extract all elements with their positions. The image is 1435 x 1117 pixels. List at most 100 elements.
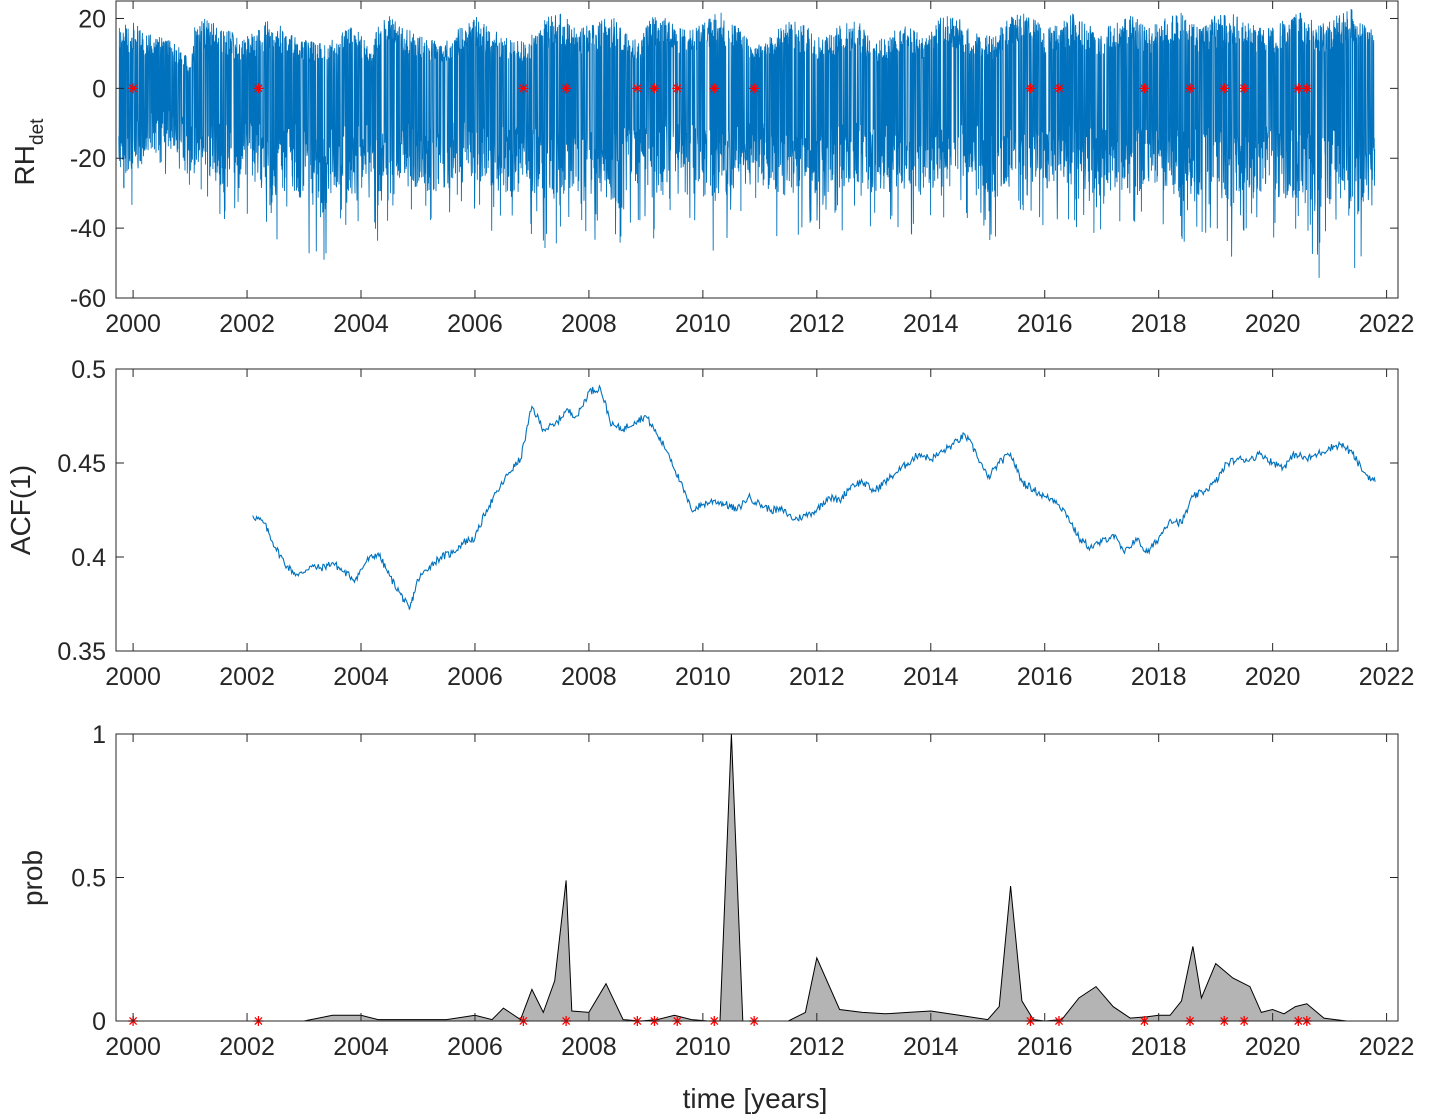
x-tick-label: 2002 [219, 310, 275, 338]
marker-stroke [1054, 84, 1064, 93]
event-marker [1239, 83, 1250, 94]
y-tick-label: -60 [70, 285, 106, 313]
panel-prob: 2000 2002 2004 2006 2008 2010 2012 2014 2016 2018… [17, 721, 1414, 1114]
marker-stroke [650, 84, 659, 93]
event-marker [709, 83, 720, 94]
event-marker [1293, 83, 1304, 94]
event-marker [518, 83, 529, 94]
marker-stroke [1140, 84, 1149, 93]
x-tick-label: 2020 [1245, 310, 1301, 338]
x-tick-label: 2018 [1131, 310, 1187, 338]
marker-stroke [254, 84, 263, 93]
marker-stroke [1240, 84, 1249, 93]
rh-event-markers [128, 83, 1312, 94]
rh-ylabel: RHdet [9, 118, 48, 186]
x-tick-label: 2000 [105, 310, 161, 338]
y-tick-label: 1 [92, 721, 106, 749]
marker-stroke [519, 84, 528, 93]
acf-y-ticks: 0.5 0.45 0.4 0.35 [57, 356, 1398, 666]
prob-ylabel: prob [17, 850, 48, 906]
y-tick-label: 0.35 [57, 638, 106, 666]
x-tick-label: 2016 [1017, 663, 1073, 691]
x-tick-label: 2014 [903, 663, 959, 691]
event-marker [632, 83, 643, 94]
y-tick-label: 0.5 [71, 865, 106, 893]
y-tick-label: 0.5 [71, 356, 106, 384]
axes-box-acf [115, 368, 1399, 652]
y-tick-label: 0.4 [71, 544, 106, 572]
x-tick-label: 2020 [1245, 1033, 1301, 1061]
y-tick-label: 0 [92, 1008, 106, 1036]
rh-y-ticks: 20 0 -20 -40 -60 [70, 5, 1398, 313]
x-tick-label: 2022 [1359, 310, 1415, 338]
event-marker [649, 83, 660, 94]
event-marker [672, 83, 683, 94]
marker-stroke [673, 84, 682, 93]
prob-y-ticks: 10.50 [71, 721, 1398, 1036]
x-tick-label: 2004 [333, 310, 389, 338]
x-tick-label: 2010 [675, 1033, 731, 1061]
prob-x-ticks: 2000 2002 2004 2006 2008 2010 2012 2014 2016 2018… [105, 734, 1414, 1061]
x-tick-label: 2000 [105, 663, 161, 691]
axes-box-rh [115, 0, 1399, 299]
acf-x-ticks: 2000 2002 2004 2006 2008 2010 2012 2014 2016 2018… [105, 369, 1414, 691]
x-tick-label: 2000 [105, 1033, 161, 1061]
marker-stroke [1026, 84, 1035, 93]
x-tick-label: 2006 [447, 1033, 503, 1061]
marker-stroke [1294, 84, 1303, 93]
y-tick-label: -40 [70, 215, 106, 243]
event-marker [1053, 83, 1064, 94]
x-tick-label: 2016 [1017, 310, 1073, 338]
event-marker [1025, 83, 1036, 94]
panel-rh-det: 2000 2002 2004 2006 2008 2010 2012 2014 2016 2018… [9, 0, 1414, 338]
x-tick-label: 2016 [1017, 1033, 1073, 1061]
x-tick-label: 2006 [447, 663, 503, 691]
x-tick-label: 2012 [789, 310, 845, 338]
plot-area-prob [116, 734, 1398, 1021]
x-tick-label: 2002 [219, 1033, 275, 1061]
x-tick-label: 2012 [789, 663, 845, 691]
x-tick-label: 2008 [561, 310, 617, 338]
x-tick-label: 2022 [1359, 1033, 1415, 1061]
marker-stroke [129, 84, 138, 93]
x-tick-label: 2008 [561, 1033, 617, 1061]
prob-area [133, 734, 1370, 1021]
y-tick-label: 0 [92, 75, 106, 103]
x-tick-label: 2004 [333, 663, 389, 691]
plot-area-acf [116, 369, 1398, 651]
x-tick-label: 2020 [1245, 663, 1301, 691]
event-marker [749, 83, 760, 94]
x-tick-label: 2014 [903, 1033, 959, 1061]
marker-stroke [1302, 84, 1311, 93]
x-tick-label: 2002 [219, 663, 275, 691]
prob-series [133, 734, 1370, 1021]
rh-series [118, 8, 1376, 278]
panel-acf: 2000 2002 2004 2006 2008 2010 2012 2014 2016 2018… [5, 356, 1414, 691]
rh-x-ticks: 2000 2002 2004 2006 2008 2010 2012 2014 2016 2018… [105, 1, 1414, 338]
y-tick-label: 20 [78, 5, 106, 33]
marker-stroke [710, 84, 719, 93]
x-tick-label: 2018 [1131, 1033, 1187, 1061]
marker-stroke [562, 84, 571, 93]
x-tick-label: 2008 [561, 663, 617, 691]
event-marker [1219, 83, 1230, 94]
prob-xlabel: time [years] [683, 1083, 828, 1114]
marker-stroke [1220, 84, 1229, 93]
y-tick-label: -20 [70, 145, 106, 173]
x-tick-label: 2010 [675, 663, 731, 691]
marker-stroke [633, 84, 642, 93]
x-tick-label: 2018 [1131, 663, 1187, 691]
x-tick-label: 2012 [789, 1033, 845, 1061]
marker-stroke [1185, 84, 1195, 93]
event-marker [561, 83, 572, 94]
rh-line [118, 8, 1376, 278]
event-marker [253, 83, 264, 94]
acf-line [252, 384, 1376, 610]
x-tick-label: 2010 [675, 310, 731, 338]
event-marker [1139, 83, 1150, 94]
x-tick-label: 2004 [333, 1033, 389, 1061]
acf-series [252, 384, 1376, 610]
x-tick-label: 2022 [1359, 663, 1415, 691]
event-marker [1301, 83, 1312, 94]
